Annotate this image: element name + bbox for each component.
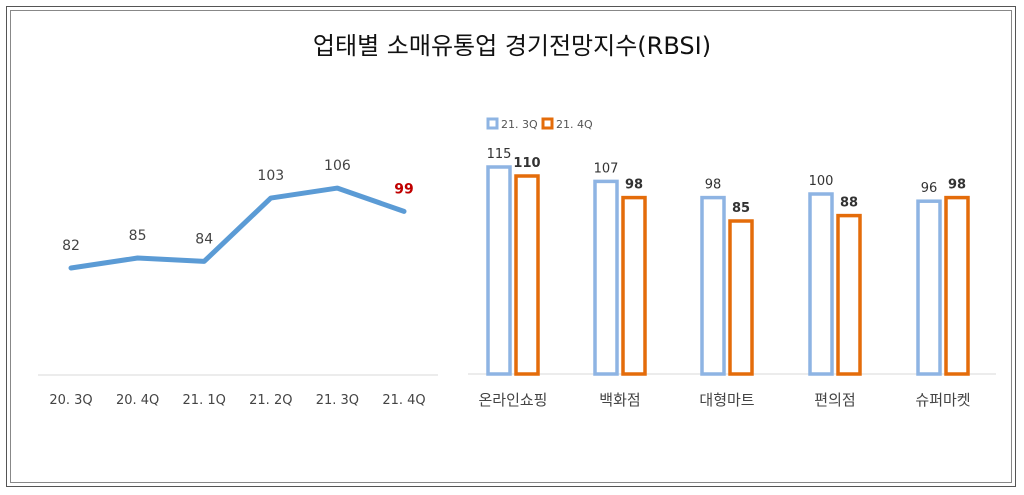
bar <box>514 174 540 376</box>
bar-data-label: 98 <box>705 178 722 193</box>
bar <box>836 213 862 376</box>
bar-data-label: 98 <box>625 178 643 193</box>
bar-data-label: 85 <box>732 201 750 216</box>
bar <box>916 199 942 376</box>
bar-x-tick-label: 편의점 <box>814 391 855 409</box>
outer-frame <box>6 6 1016 487</box>
line-series <box>68 185 407 271</box>
inner-frame <box>10 10 1012 483</box>
line-data-label: 99 <box>394 181 413 197</box>
line-x-tick-label: 20. 3Q <box>49 393 92 408</box>
line-data-label: 84 <box>195 231 213 247</box>
line-data-label: 82 <box>62 238 80 254</box>
line-x-tick-label: 20. 4Q <box>116 393 159 408</box>
bar-data-label: 88 <box>840 196 858 211</box>
legend-label: 21. 3Q <box>501 118 538 131</box>
bar-data-label: 115 <box>487 147 512 162</box>
chart-title: 업태별 소매유통업 경기전망지수(RBSI) <box>313 32 711 60</box>
line-x-tick-label: 21. 2Q <box>249 393 292 408</box>
bar <box>728 219 754 376</box>
bar-data-label: 98 <box>948 178 966 193</box>
bar <box>944 195 970 376</box>
bar-x-tick-label: 대형마트 <box>699 391 754 409</box>
bar <box>486 165 512 376</box>
line-x-tick-label: 21. 4Q <box>382 393 425 408</box>
bar <box>593 179 619 376</box>
line-data-label: 103 <box>257 168 284 184</box>
bar-data-label: 100 <box>809 174 834 189</box>
line-x-tick-label: 21. 3Q <box>316 393 359 408</box>
bar-data-label: 107 <box>594 161 619 176</box>
line-data-label: 85 <box>129 228 147 244</box>
line-data-label: 106 <box>324 158 351 174</box>
line-x-tick-label: 21. 1Q <box>183 393 226 408</box>
bar-data-label: 110 <box>513 156 540 171</box>
legend-label: 21. 4Q <box>556 118 593 131</box>
bar-x-tick-label: 백화점 <box>599 391 640 409</box>
bar-data-label: 96 <box>921 181 938 196</box>
bar <box>808 192 834 376</box>
legend-swatch <box>541 117 554 130</box>
legend-swatch <box>486 117 499 130</box>
bar-x-tick-label: 슈퍼마켓 <box>915 391 970 409</box>
bar <box>621 195 647 376</box>
bar-x-tick-label: 온라인쇼핑 <box>478 391 547 409</box>
bar <box>700 195 726 376</box>
